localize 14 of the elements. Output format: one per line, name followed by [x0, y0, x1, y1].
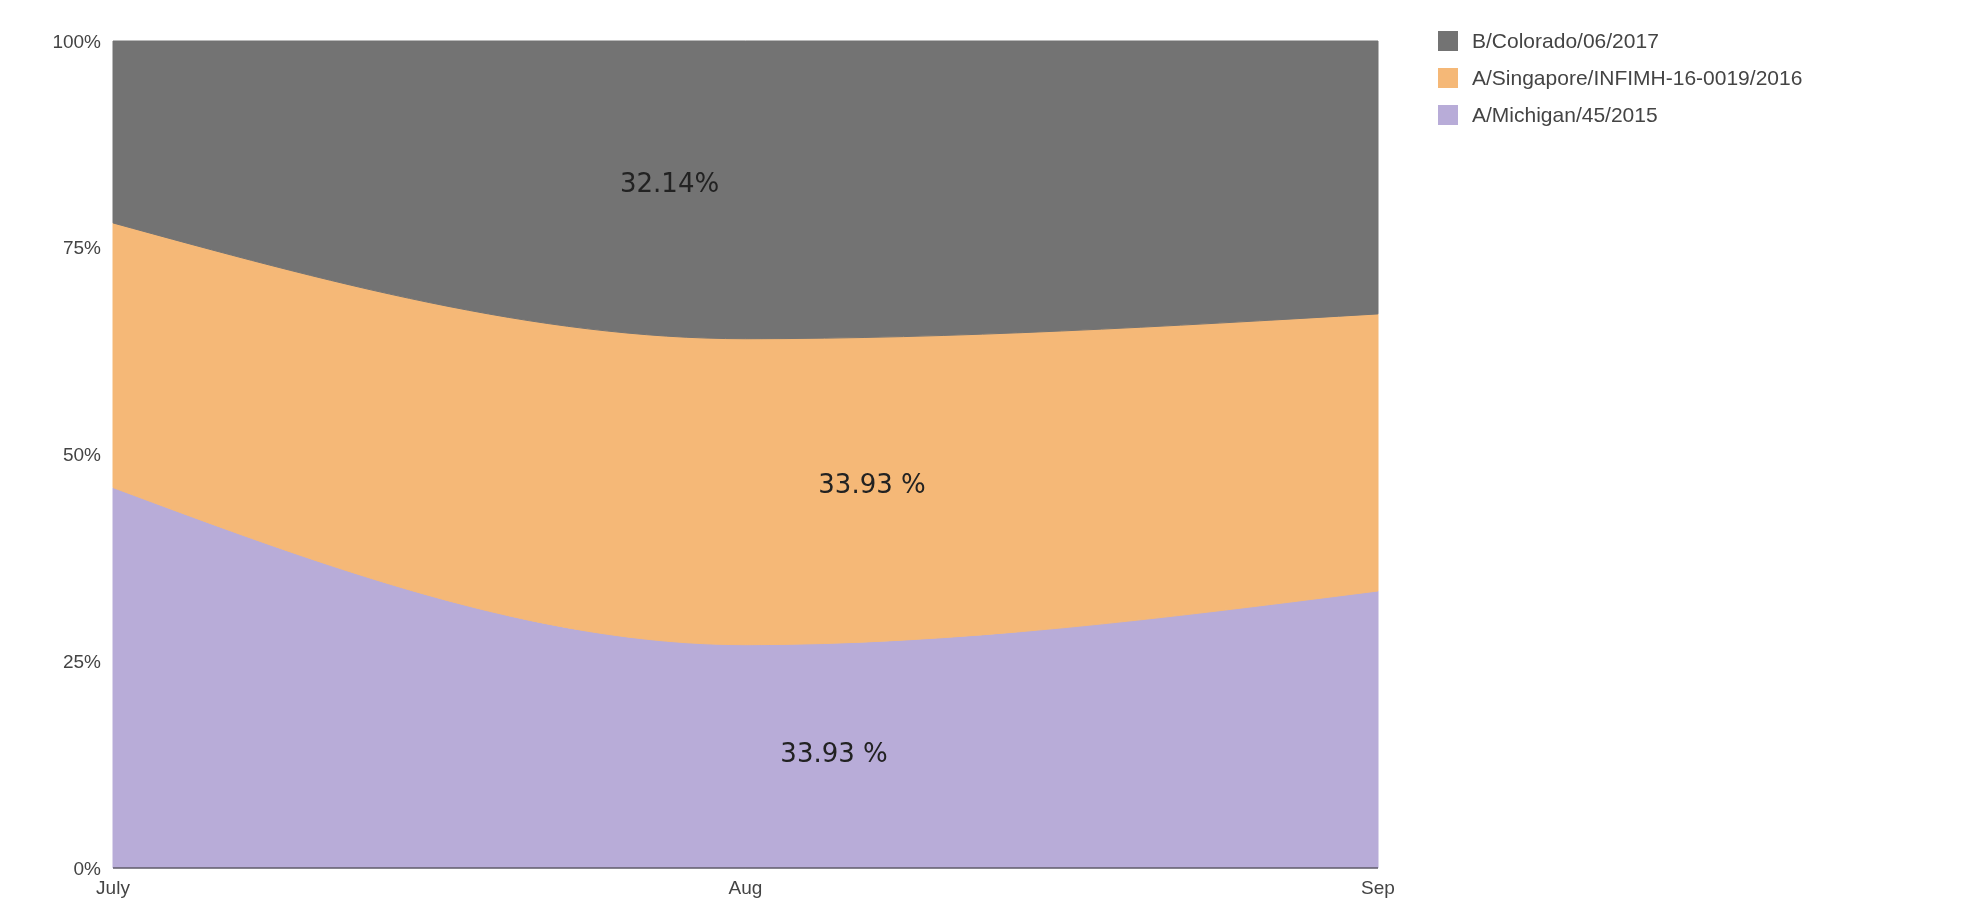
- x-tick-label: July: [96, 877, 131, 898]
- annotation: 33.93 %: [780, 737, 888, 768]
- legend-label: B/Colorado/06/2017: [1472, 29, 1659, 53]
- y-tick-label: 0%: [73, 857, 102, 879]
- y-tick-label: 75%: [62, 237, 102, 259]
- annotation: 33.93 %: [818, 468, 926, 499]
- legend-label: A/Singapore/INFIMH-16-0019/2016: [1472, 66, 1803, 90]
- x-tick-label: Aug: [728, 877, 763, 898]
- x-tick-label: Sep: [1361, 877, 1395, 898]
- y-tick-label: 50%: [62, 444, 102, 466]
- y-tick-label: 25%: [62, 650, 102, 672]
- y-tick-label: 100%: [52, 30, 102, 52]
- annotation: 32.14%: [620, 168, 720, 199]
- legend-label: A/Michigan/45/2015: [1472, 103, 1658, 127]
